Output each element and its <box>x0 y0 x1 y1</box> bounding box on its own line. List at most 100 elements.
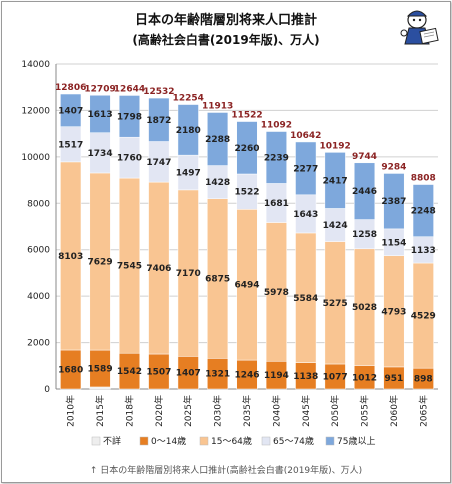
total-value-label: 12709 <box>84 84 115 94</box>
bar-segment <box>412 184 434 237</box>
segment-value-label: 1798 <box>117 112 142 122</box>
y-tick-label: 2000 <box>27 339 50 349</box>
segment-value-label: 7629 <box>88 258 113 268</box>
x-tick-label: 2015年 <box>94 395 106 427</box>
bar-segment <box>354 162 376 220</box>
segment-value-label: 951 <box>385 374 404 384</box>
segment-value-label: 1872 <box>146 116 171 126</box>
segment-value-label: 1643 <box>293 210 318 220</box>
x-tick-label: 2045年 <box>300 395 312 427</box>
x-tick-label: 2055年 <box>359 395 371 427</box>
segment-value-label: 1613 <box>88 110 113 120</box>
total-value-label: 11522 <box>231 111 262 121</box>
segment-value-label: 1424 <box>323 221 348 231</box>
data-labels: 1680 8103 1517 1407 12806 1589 7629 1734 1613 127… <box>55 83 436 385</box>
segment-value-label: 6494 <box>234 281 259 291</box>
bar-segment <box>236 121 258 175</box>
segment-value-label: 1154 <box>381 238 406 248</box>
segment-value-label: 2387 <box>381 197 406 207</box>
segment-value-label: 1407 <box>176 369 201 379</box>
bar-segment <box>295 141 317 196</box>
reading-mascot-icon <box>400 10 439 45</box>
segment-value-label: 4793 <box>381 307 406 317</box>
segment-value-label: 1258 <box>352 230 377 240</box>
y-tick-label: 0 <box>44 385 50 395</box>
segment-value-label: 1194 <box>264 371 289 381</box>
x-tick-label: 2040年 <box>270 395 282 427</box>
chart-subtitle: (高齢社会白書(2019年版)、万人) <box>132 32 319 47</box>
segment-value-label: 2277 <box>293 164 318 174</box>
total-value-label: 9744 <box>352 152 377 162</box>
bar-segment <box>324 152 346 209</box>
y-axis: 0 2000 4000 6000 8000 10000 12000 14000 <box>21 60 50 395</box>
segment-value-label: 1138 <box>293 372 318 382</box>
bar-segment <box>207 112 229 166</box>
segment-value-label: 1517 <box>58 140 83 150</box>
legend-swatch <box>325 436 335 446</box>
x-tick-label: 2020年 <box>153 395 165 427</box>
total-value-label: 10642 <box>290 131 321 141</box>
legend-swatch <box>199 436 209 446</box>
total-value-label: 11913 <box>202 101 233 111</box>
source-caption: ↑ 日本の年齢階層別将来人口推計(高齢社会白書(2019年版)、万人) <box>89 466 363 476</box>
segment-value-label: 2288 <box>205 135 230 145</box>
segment-value-label: 898 <box>414 375 433 385</box>
legend-swatch <box>139 436 149 446</box>
legend-label: 75歳以上 <box>337 435 375 447</box>
bar-segment <box>60 93 82 127</box>
segment-value-label: 1681 <box>264 199 289 209</box>
segment-value-label: 1077 <box>323 372 348 382</box>
y-tick-label: 10000 <box>21 153 50 163</box>
total-value-label: 12532 <box>143 87 174 97</box>
segment-value-label: 2417 <box>323 176 348 186</box>
legend-swatch <box>261 436 271 446</box>
total-value-label: 11092 <box>261 121 292 131</box>
bar-segment <box>148 97 170 142</box>
y-tick-label: 12000 <box>21 106 50 116</box>
segment-value-label: 5584 <box>293 294 318 304</box>
total-value-label: 9284 <box>381 162 406 172</box>
segment-value-label: 2446 <box>352 187 377 197</box>
segment-value-label: 1012 <box>352 373 377 383</box>
segment-value-label: 5978 <box>264 288 289 298</box>
segment-value-label: 1428 <box>205 178 230 188</box>
segment-value-label: 1497 <box>176 169 201 179</box>
segment-value-label: 2260 <box>234 144 259 154</box>
legend-label: 65〜74歳 <box>273 435 314 447</box>
x-tick-label: 2060年 <box>388 395 400 427</box>
segment-value-label: 1589 <box>88 365 113 375</box>
segment-value-label: 1321 <box>205 370 230 380</box>
y-tick-label: 14000 <box>21 60 50 70</box>
segment-value-label: 1133 <box>411 246 436 256</box>
total-value-label: 12806 <box>55 83 86 93</box>
segment-value-label: 4529 <box>411 312 436 322</box>
bar-segment <box>265 131 287 184</box>
legend-label: 15〜64歳 <box>211 435 252 447</box>
y-tick-label: 4000 <box>27 292 50 302</box>
segment-value-label: 1680 <box>58 366 83 376</box>
segment-value-label: 7170 <box>176 269 201 279</box>
segment-value-label: 7406 <box>146 264 171 274</box>
x-tick-label: 2025年 <box>182 395 194 427</box>
bar-segment <box>89 95 111 133</box>
total-value-label: 10192 <box>319 141 350 151</box>
segment-value-label: 5275 <box>323 299 348 309</box>
segment-value-label: 1734 <box>88 149 113 159</box>
x-tick-label: 2010年 <box>65 395 77 427</box>
bar-segment <box>89 386 111 390</box>
x-tick-label: 2030年 <box>212 395 224 427</box>
segment-value-label: 1542 <box>117 367 142 377</box>
x-tick-label: 2018年 <box>123 395 135 427</box>
segment-value-label: 6875 <box>205 275 230 285</box>
x-axis: 2010年 2015年 2018年 2020年 2025年 2030年 2035年 2040年… <box>65 395 430 427</box>
x-tick-label: 2050年 <box>329 395 341 427</box>
legend-swatch <box>91 436 101 446</box>
segment-value-label: 2248 <box>411 207 436 217</box>
legend: 不詳 0〜14歳 15〜64歳 65〜74歳 75歳以上 <box>91 435 375 447</box>
x-tick-label: 2065年 <box>417 395 429 427</box>
x-tick-label: 2035年 <box>241 395 253 427</box>
bar-segment <box>118 95 140 138</box>
segment-value-label: 1747 <box>146 158 171 168</box>
bars <box>60 93 434 390</box>
